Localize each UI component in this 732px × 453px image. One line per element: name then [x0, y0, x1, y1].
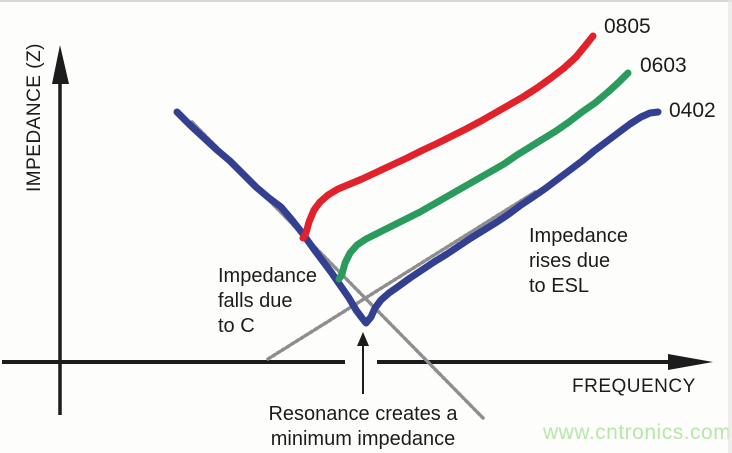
annotation-resonance: Resonance creates a minimum impedance [248, 402, 478, 452]
annotation-line: Impedance [218, 265, 317, 287]
watermark-text: www.cntronics.com [543, 421, 732, 444]
curve-0402 [173, 108, 662, 327]
series-label-0805: 0805 [604, 15, 651, 38]
annotation-line: to C [218, 315, 255, 337]
annotation-line: Impedance [529, 225, 628, 247]
annotation-impedance-falls: Impedance falls due to C [218, 264, 317, 339]
y-axis-label: IMPEDANCE (Z) [24, 43, 45, 192]
curve-0603 [335, 69, 632, 283]
annotation-line: minimum impedance [270, 428, 456, 450]
curve-0805 [299, 32, 597, 242]
annotation-line: Resonance creates a [268, 403, 458, 425]
x-axis-label: FREQUENCY [572, 376, 696, 397]
annotation-line: rises due [529, 250, 611, 272]
inductive-asymptote-line [266, 190, 537, 361]
annotation-impedance-rises: Impedance rises due to ESL [529, 224, 628, 299]
annotation-line: to ESL [529, 275, 590, 297]
curves-group [173, 32, 662, 420]
annotation-line: falls due [218, 290, 293, 312]
resonance-arrowhead-icon [357, 332, 369, 346]
series-label-0603: 0603 [640, 54, 687, 77]
series-label-0402: 0402 [669, 99, 716, 122]
y-axis-arrowhead-icon [52, 45, 69, 84]
x-axis-arrowhead-icon [668, 354, 713, 370]
